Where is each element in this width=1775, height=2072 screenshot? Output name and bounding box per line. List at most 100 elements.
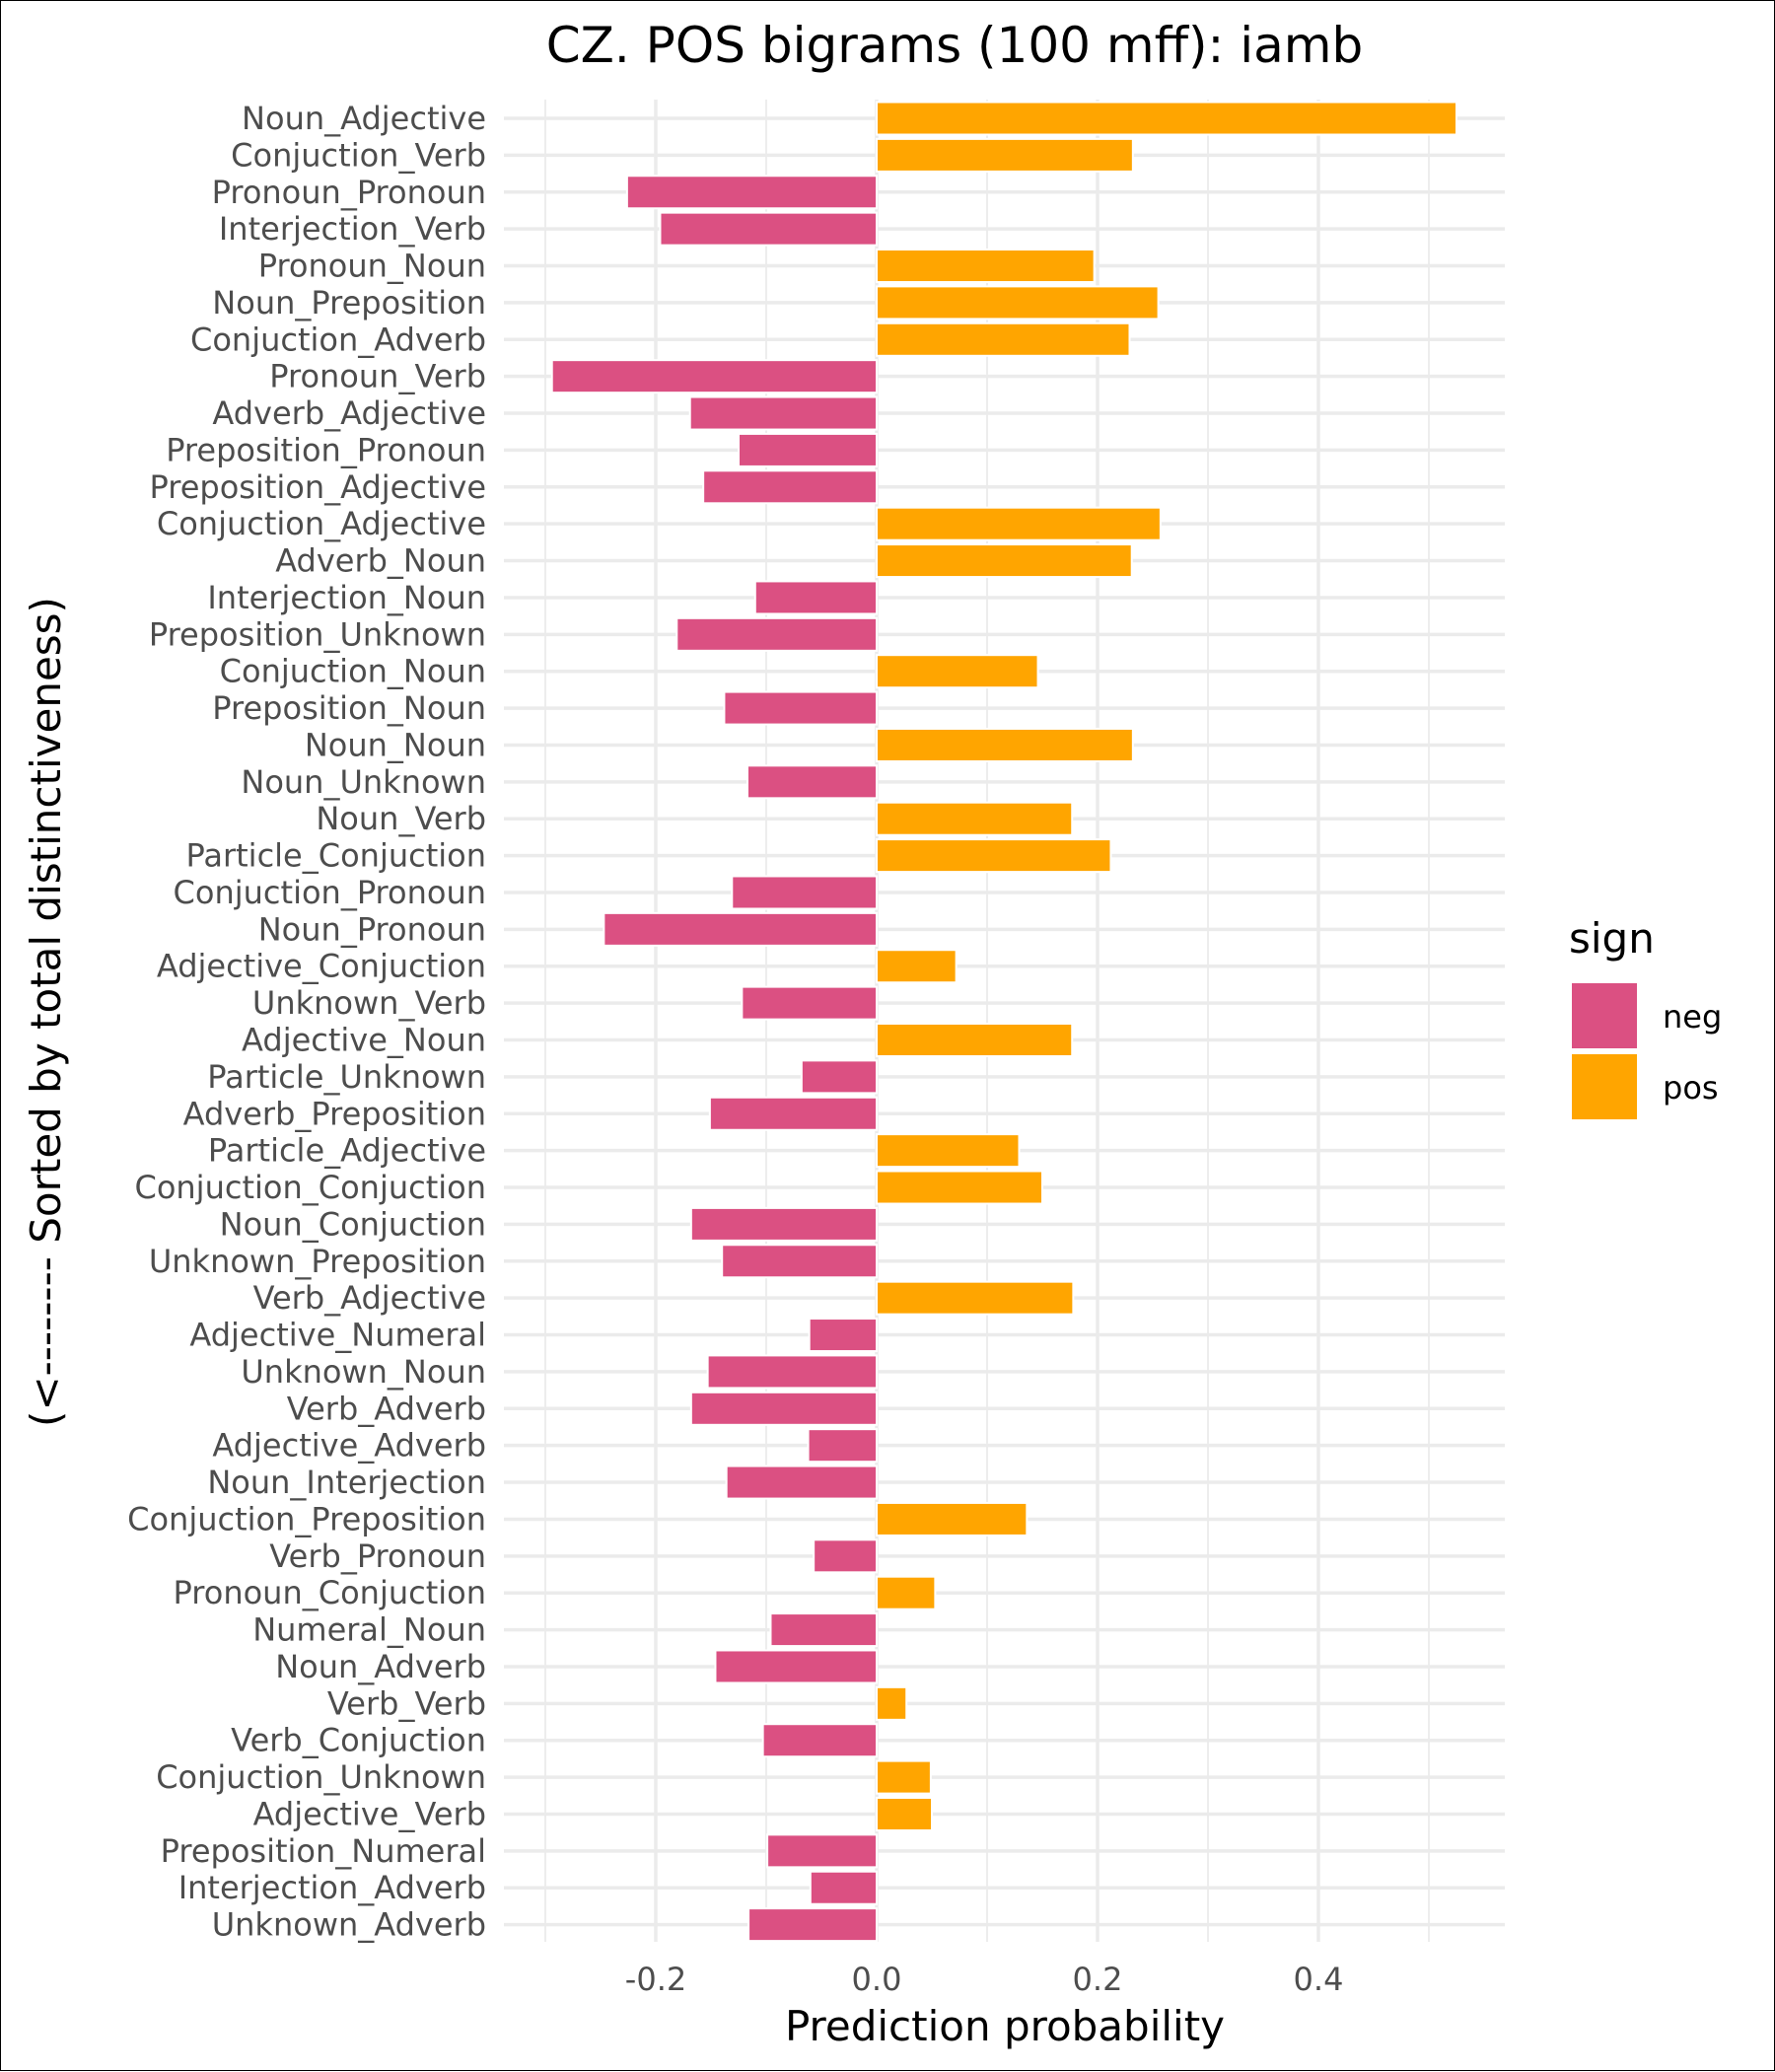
y-tick-labels: Noun_AdjectiveConjuction_VerbPronoun_Pro… <box>127 100 486 1944</box>
y-tick-label: Adverb_Adjective <box>212 394 486 432</box>
bar-adjective-adverb <box>807 1428 878 1464</box>
bar-pronoun-verb <box>550 359 878 394</box>
y-axis-title: (<-------- Sorted by total distinctivene… <box>22 597 70 1427</box>
y-tick-label: Conjuction_Preposition <box>127 1500 486 1537</box>
bar-particle-conjuction <box>876 838 1112 874</box>
legend-title: sign <box>1569 914 1655 963</box>
y-tick-label: Pronoun_Conjuction <box>174 1574 486 1611</box>
x-tick-label: -0.2 <box>625 1961 686 1998</box>
y-tick-label: Particle_Unknown <box>207 1058 486 1096</box>
y-tick-label: Conjuction_Pronoun <box>174 874 486 911</box>
bar-conjuction-conjuction <box>876 1170 1043 1205</box>
bar-noun-conjuction <box>689 1206 879 1242</box>
y-tick-label: Conjuction_Noun <box>220 653 486 690</box>
bar-adverb-noun <box>876 543 1133 579</box>
bar-numeral-noun <box>769 1612 878 1648</box>
y-tick-label: Noun_Preposition <box>212 284 486 322</box>
y-tick-label: Noun_Adverb <box>275 1648 486 1685</box>
bar-adverb-adjective <box>688 395 878 431</box>
y-tick-label: Numeral_Noun <box>252 1611 486 1649</box>
bar-verb-conjuction <box>761 1723 879 1758</box>
bar-unknown-preposition <box>721 1244 879 1279</box>
y-tick-label: Unknown_Verb <box>252 984 486 1022</box>
bar-interjection-noun <box>753 580 878 615</box>
bar-verb-pronoun <box>813 1538 878 1574</box>
bar-conjuction-verb <box>876 137 1134 173</box>
y-tick-label: Noun_Noun <box>305 726 486 763</box>
bar-noun-verb <box>876 801 1074 836</box>
y-tick-label: Conjuction_Conjuction <box>134 1169 486 1206</box>
y-tick-label: Adjective_Noun <box>242 1022 486 1059</box>
bar-conjuction-unknown <box>876 1759 932 1795</box>
x-tick-label: 0.0 <box>852 1961 902 1998</box>
bar-preposition-pronoun <box>738 432 878 467</box>
y-tick-label: Pronoun_Verb <box>269 358 486 395</box>
y-tick-label: Adjective_Conjuction <box>157 948 486 985</box>
x-axis-title: Prediction probability <box>785 2002 1225 2050</box>
y-tick-label: Preposition_Noun <box>212 689 486 727</box>
bar-pronoun-noun <box>876 249 1096 284</box>
bar-unknown-noun <box>706 1354 879 1390</box>
bar-pronoun-pronoun <box>625 175 878 210</box>
bar-adjective-verb <box>876 1796 933 1831</box>
bar-noun-pronoun <box>603 911 878 947</box>
bar-adjective-noun <box>876 1023 1074 1057</box>
y-tick-label: Adverb_Noun <box>275 542 486 580</box>
bar-noun-noun <box>876 727 1134 762</box>
bar-adverb-preposition <box>708 1096 878 1131</box>
bar-conjuction-preposition <box>876 1501 1029 1536</box>
x-tick-label: 0.2 <box>1073 1961 1123 1998</box>
y-tick-label: Unknown_Adverb <box>212 1906 486 1944</box>
bar-particle-unknown <box>800 1059 879 1095</box>
y-tick-label: Unknown_Noun <box>241 1353 486 1391</box>
y-tick-label: Noun_Conjuction <box>220 1205 486 1243</box>
y-tick-label: Interjection_Adverb <box>178 1869 486 1906</box>
y-tick-label: Preposition_Numeral <box>161 1832 486 1870</box>
chart-title: CZ. POS bigrams (100 mff): iamb <box>546 17 1364 74</box>
y-tick-label: Conjuction_Adjective <box>157 505 486 542</box>
bar-verb-verb <box>876 1685 908 1721</box>
bar-interjection-verb <box>659 211 878 247</box>
y-tick-label: Adjective_Verb <box>253 1795 486 1832</box>
bar-preposition-numeral <box>766 1833 878 1869</box>
y-tick-label: Adjective_Numeral <box>189 1317 486 1354</box>
bar-noun-adverb <box>714 1649 878 1684</box>
bar-conjuction-pronoun <box>731 875 879 910</box>
y-tick-label: Noun_Unknown <box>241 763 486 801</box>
bar-noun-preposition <box>876 285 1160 321</box>
y-tick-label: Preposition_Adjective <box>150 468 487 506</box>
bar-conjuction-noun <box>876 654 1039 689</box>
bar-noun-unknown <box>746 764 879 800</box>
bar-conjuction-adjective <box>876 506 1162 541</box>
y-tick-label: Particle_Adjective <box>208 1132 486 1170</box>
y-tick-label: Noun_Interjection <box>207 1464 486 1501</box>
y-tick-label: Interjection_Verb <box>219 210 486 248</box>
legend-swatch-pos <box>1572 1054 1637 1119</box>
bar-verb-adverb <box>689 1391 879 1426</box>
y-tick-label: Conjuction_Verb <box>231 136 486 174</box>
y-tick-label: Unknown_Preposition <box>149 1243 486 1280</box>
y-tick-label: Verb_Conjuction <box>231 1722 486 1759</box>
bar-unknown-verb <box>741 985 878 1021</box>
bar-unknown-adverb <box>747 1907 879 1943</box>
legend-label-neg: neg <box>1663 998 1722 1036</box>
bar-noun-adjective <box>876 101 1457 136</box>
y-tick-label: Preposition_Unknown <box>149 615 486 653</box>
y-tick-label: Verb_Adverb <box>287 1390 486 1427</box>
bar-noun-interjection <box>725 1465 878 1500</box>
y-tick-label: Conjuction_Adverb <box>190 321 486 358</box>
legend-label-pos: pos <box>1663 1069 1719 1107</box>
y-tick-label: Noun_Verb <box>316 800 486 837</box>
y-tick-label: Verb_Adjective <box>253 1279 486 1317</box>
legend: sign neg pos <box>1569 914 1722 1119</box>
legend-swatch-neg <box>1572 983 1637 1048</box>
bar-preposition-noun <box>723 690 878 726</box>
y-tick-label: Noun_Pronoun <box>258 910 486 948</box>
bar-conjuction-adverb <box>876 322 1131 357</box>
y-tick-label: Noun_Adjective <box>242 100 486 137</box>
bar-preposition-adjective <box>702 469 878 505</box>
bar-preposition-unknown <box>675 616 879 652</box>
x-tick-label: 0.4 <box>1294 1961 1344 1998</box>
